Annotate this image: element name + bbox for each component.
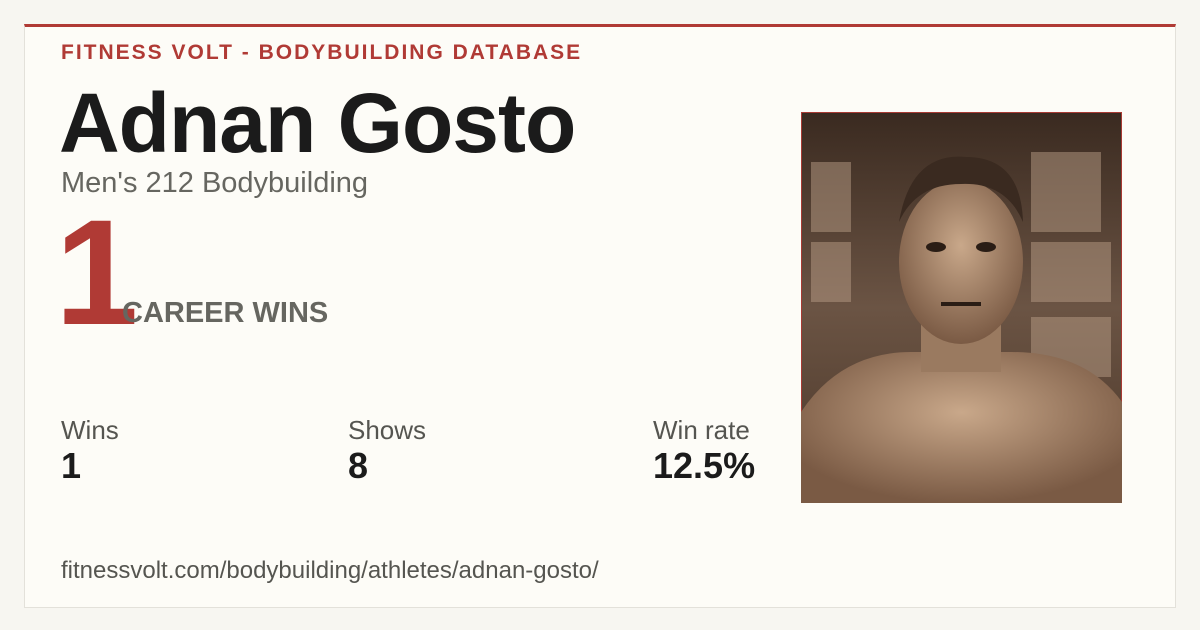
division: Men's 212 Bodybuilding	[61, 167, 369, 199]
stat-label: Wins	[61, 415, 119, 445]
photo-face	[926, 242, 996, 306]
stat-label: Win rate	[653, 415, 750, 445]
stat-value: 12.5%	[653, 445, 756, 486]
stat-label: Shows	[348, 415, 427, 445]
photo-head	[899, 180, 1023, 344]
photo-hair	[899, 156, 1023, 222]
photo-backdrop-letters	[811, 152, 1111, 377]
career-wins-label: CAREER WINS	[122, 297, 329, 329]
site-title: FITNESS VOLT - BODYBUILDING DATABASE	[61, 41, 583, 64]
stat-value: 8	[348, 445, 369, 486]
share-card: FITNESS VOLT - BODYBUILDING DATABASE Adn…	[24, 24, 1176, 608]
athlete-photo	[801, 112, 1122, 503]
stat-value: 1	[61, 445, 82, 486]
athlete-name: Adnan Gosto	[59, 76, 576, 170]
career-wins: 1	[55, 188, 139, 356]
photo-torso	[801, 352, 1122, 503]
profile-url: fitnessvolt.com/bodybuilding/athletes/ad…	[61, 557, 599, 584]
